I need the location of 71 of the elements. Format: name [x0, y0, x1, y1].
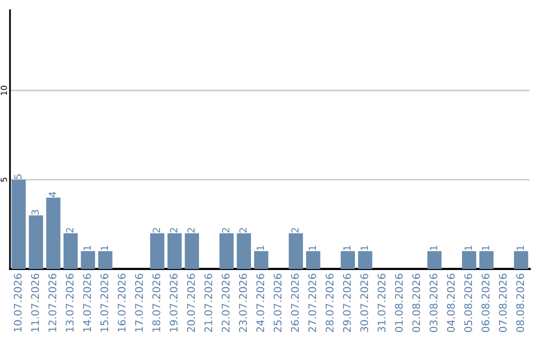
x-tick-label: 16.07.2026	[118, 274, 126, 332]
bar	[184, 233, 200, 269]
bar	[340, 251, 355, 269]
data-label: 1	[100, 246, 108, 250]
x-tick-label: 30.07.2026	[360, 274, 368, 332]
data-label: 1	[482, 246, 490, 250]
data-label: 1	[84, 246, 91, 250]
x-tick-label: 02.08.2026	[412, 274, 420, 332]
bar	[80, 251, 96, 269]
x-tick-label: 26.07.2026	[290, 274, 299, 332]
bar	[479, 251, 494, 269]
x-tick-label: 20.07.2026	[187, 274, 195, 332]
data-label: 2	[66, 228, 74, 233]
x-tick-label: 01.08.2026	[394, 274, 403, 332]
x-tick-label: 12.07.2026	[48, 274, 56, 332]
data-label: 4	[48, 192, 56, 198]
bar	[514, 251, 528, 269]
x-tick-label: 28.07.2026	[326, 274, 334, 332]
data-label: 5	[14, 174, 22, 179]
x-tick-label: 03.08.2026	[430, 274, 438, 332]
bar	[306, 251, 320, 269]
data-label: 2	[222, 228, 230, 233]
x-tick-label: 27.07.2026	[308, 274, 316, 332]
data-label: 3	[31, 210, 39, 215]
bar	[64, 233, 78, 269]
x-tick-label: 05.08.2026	[464, 274, 472, 332]
x-tick-label: 18.07.2026	[152, 274, 160, 332]
bar	[254, 251, 268, 269]
x-tick-label: 31.07.2026	[378, 274, 386, 332]
y-tick-label: 10	[0, 86, 7, 95]
bar	[288, 233, 303, 269]
bar	[219, 233, 234, 269]
data-label: 1	[343, 246, 351, 250]
data-label: 2	[239, 228, 247, 233]
x-tick-label: 19.07.2026	[170, 274, 178, 332]
x-tick-label: 25.07.2026	[274, 274, 282, 332]
x-tick-label: 11.07.2026	[31, 274, 39, 332]
x-tick-label: 10.07.2026	[14, 274, 22, 332]
bar	[12, 180, 26, 269]
bar	[167, 233, 182, 269]
x-tick-label: 07.08.2026	[498, 274, 507, 332]
data-label: 2	[187, 228, 195, 233]
data-label: 1	[464, 246, 472, 250]
data-label: 2	[291, 228, 299, 233]
bar	[358, 251, 372, 269]
bar	[98, 251, 112, 269]
x-tick-label: 13.07.2026	[66, 274, 74, 332]
bar	[46, 198, 60, 269]
x-tick-label: 04.08.2026	[446, 274, 455, 332]
bar	[150, 233, 164, 269]
x-tick-label: 08.08.2026	[516, 274, 524, 332]
data-label: 1	[360, 246, 368, 250]
data-label: 2	[152, 228, 160, 233]
x-tick-label: 22.07.2026	[222, 274, 230, 332]
x-tick-label: 17.07.2026	[135, 274, 143, 332]
x-tick-label: 21.07.2026	[204, 274, 212, 332]
data-label: 1	[516, 246, 524, 250]
x-tick-label: 15.07.2026	[100, 274, 108, 332]
x-tick-label: 29.07.2026	[342, 274, 351, 332]
data-label: 1	[256, 246, 264, 250]
bar	[236, 233, 251, 269]
x-tick-label: 06.08.2026	[482, 274, 490, 332]
data-label: 1	[430, 246, 438, 250]
data-label: 2	[170, 228, 178, 233]
bar	[462, 251, 476, 269]
x-tick-label: 14.07.2026	[83, 274, 91, 332]
x-tick-label: 23.07.2026	[239, 274, 247, 332]
x-tick-label: 24.07.2026	[256, 274, 264, 332]
data-label: 1	[308, 246, 316, 250]
bar	[28, 215, 44, 269]
bar	[427, 251, 442, 269]
